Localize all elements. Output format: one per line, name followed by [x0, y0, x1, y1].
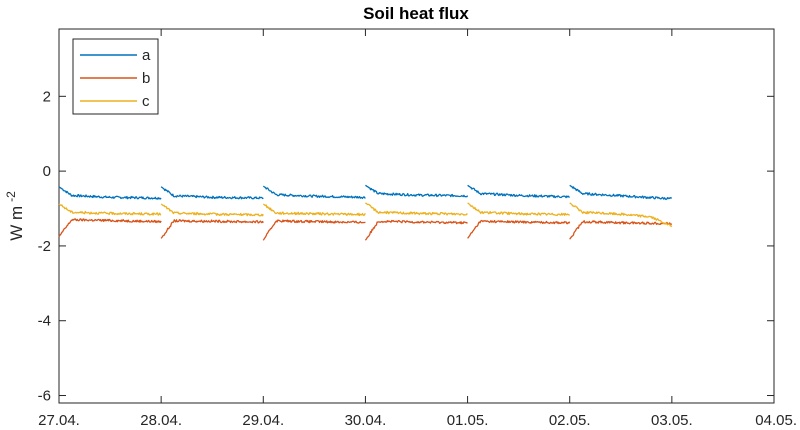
x-tick-label: 04.05.	[755, 412, 797, 429]
legend-label-b: b	[142, 70, 150, 87]
x-tick-label: 30.04.	[345, 412, 387, 429]
x-tick-label: 01.05.	[447, 412, 489, 429]
y-tick-label: -6	[38, 388, 51, 405]
chart-title: Soil heat flux	[363, 4, 469, 23]
y-tick-label: 0	[43, 163, 51, 180]
series-line-a	[58, 184, 672, 201]
x-tick-label: 28.04.	[140, 412, 182, 429]
y-tick-label: 2	[43, 88, 51, 105]
x-tick-label: 03.05.	[651, 412, 693, 429]
x-tick-label: 27.04.	[38, 412, 80, 429]
y-axis-label-base: W m	[7, 206, 26, 241]
series-line-c	[58, 202, 673, 228]
series-line-b	[58, 218, 672, 241]
y-tick-label: -2	[38, 238, 51, 255]
y-axis-label: W m -2	[4, 191, 26, 241]
x-tick-label: 02.05.	[549, 412, 591, 429]
x-tick-label: 29.04.	[242, 412, 284, 429]
plot-area	[58, 28, 775, 404]
legend-label-c: c	[142, 93, 150, 110]
y-axis-label-exponent: -2	[4, 191, 18, 202]
y-axis-ticks: 2 0 -2 -4 -6	[38, 88, 774, 405]
x-axis-ticks: 27.04. 28.04. 29.04. 30.04. 01.05. 02.05. 03.0…	[38, 29, 797, 429]
y-tick-label: -4	[38, 313, 51, 330]
legend: abc	[72, 38, 159, 115]
series-lines	[58, 184, 673, 241]
legend-label-a: a	[142, 47, 151, 64]
